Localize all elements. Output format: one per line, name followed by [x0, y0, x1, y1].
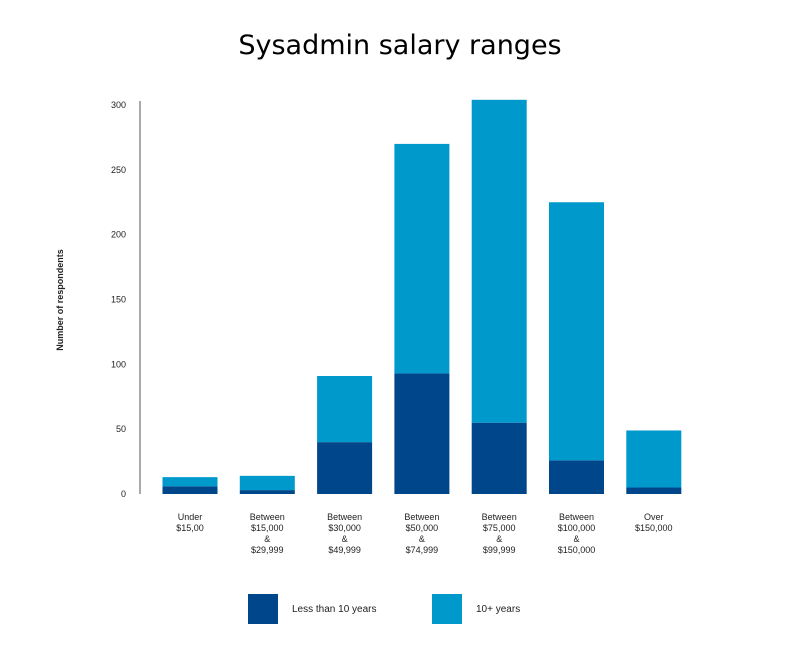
y-tick-label: 50 — [116, 424, 126, 434]
bar-10-plus — [394, 143, 450, 374]
y-tick-label: 150 — [111, 295, 126, 305]
x-tick-label: Under $15,00 — [176, 512, 204, 533]
legend-swatch-10-plus — [432, 594, 462, 624]
bar-less-than-10 — [239, 490, 295, 494]
legend-swatch-less-than-10 — [248, 594, 278, 624]
legend-item-less-than-10: Less than 10 years — [248, 594, 377, 624]
x-tick-label: Between $50,000 & $74,999 — [404, 512, 439, 555]
x-tick-label: Between $30,000 & $49,999 — [327, 512, 362, 555]
bar-less-than-10 — [317, 442, 373, 494]
x-tick-label: Over $150,000 — [635, 512, 673, 533]
bar-less-than-10 — [471, 422, 527, 494]
bar-10-plus — [239, 475, 295, 491]
bar-10-plus — [317, 376, 373, 443]
legend-label-less-than-10: Less than 10 years — [292, 603, 377, 615]
bar-less-than-10 — [394, 373, 450, 494]
bar-10-plus — [626, 430, 682, 488]
bar-less-than-10 — [162, 486, 218, 494]
legend-item-10-plus: 10+ years — [432, 594, 520, 624]
bar-less-than-10 — [626, 487, 682, 494]
bar-less-than-10 — [549, 460, 604, 494]
bar-10-plus — [471, 99, 527, 423]
y-tick-label: 0 — [121, 489, 126, 499]
x-tick-label: Between $15,000 & $29,999 — [250, 512, 285, 555]
x-tick-label: Between $100,000 & $150,000 — [558, 512, 596, 555]
y-tick-label: 100 — [111, 359, 126, 369]
chart-title: Sysadmin salary ranges — [238, 30, 562, 61]
y-tick-label: 250 — [111, 165, 126, 175]
y-tick-label: 300 — [111, 100, 126, 110]
y-tick-label: 200 — [111, 230, 126, 240]
x-tick-label: Between $75,000 & $99,999 — [482, 512, 517, 555]
bar-10-plus — [549, 202, 604, 461]
legend-label-10-plus: 10+ years — [476, 603, 521, 615]
bar-10-plus — [162, 477, 218, 487]
